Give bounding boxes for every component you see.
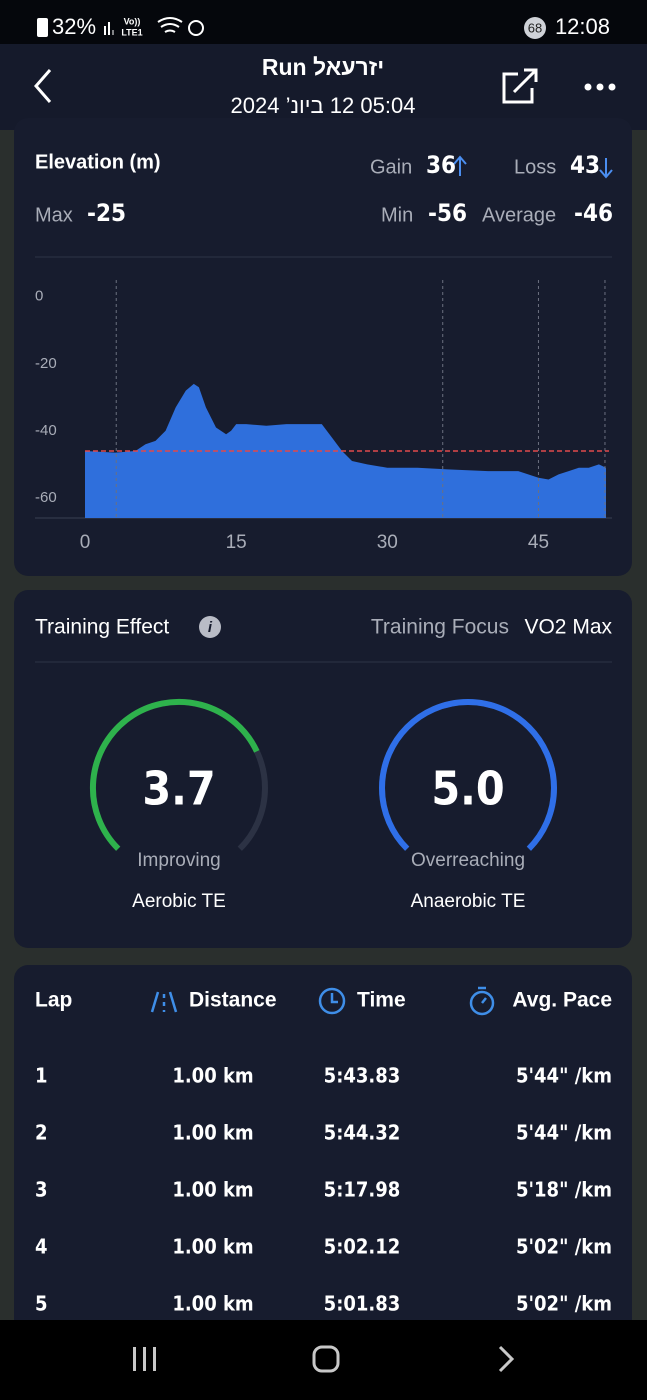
- gauge-name: Aerobic TE: [132, 891, 226, 912]
- table-cell: 5:17.98: [324, 1178, 401, 1202]
- gauge-status: Improving: [137, 850, 220, 871]
- x-tick-label: 30: [377, 532, 398, 553]
- nav-bar: [0, 1320, 647, 1400]
- gauge-status: Overreaching: [411, 850, 525, 871]
- y-tick-label: -60: [35, 489, 57, 506]
- back-nav-button[interactable]: [498, 1345, 515, 1373]
- table-cell: 5'44" /km: [516, 1064, 612, 1088]
- pace-icon: [469, 990, 495, 1016]
- time-icon-hands: [330, 993, 338, 1004]
- distance-icon: [150, 991, 178, 1013]
- min-label: Min: [381, 204, 413, 226]
- loss-arrow: [599, 158, 613, 179]
- table-header: Distance: [189, 989, 277, 1012]
- more-button[interactable]: [584, 83, 616, 91]
- x-tick-label: 45: [528, 532, 549, 553]
- table-cell: 5:44.32: [324, 1121, 401, 1145]
- notification-count: 68: [528, 20, 542, 35]
- table-header: Time: [357, 989, 406, 1012]
- average-label: Average: [482, 204, 556, 226]
- battery-level: 32%: [52, 14, 96, 39]
- table-cell: 5:02.12: [324, 1235, 401, 1259]
- table-cell: 5'02" /km: [516, 1292, 612, 1316]
- min-value: -56: [428, 199, 467, 227]
- gauge-value: 3.7: [142, 762, 215, 816]
- loss-value: 43: [570, 151, 600, 179]
- elevation-title: Elevation (m): [35, 151, 161, 173]
- table-cell: 1.00 km: [172, 1178, 253, 1202]
- table-cell: 2: [35, 1121, 48, 1145]
- table-cell: 5'02" /km: [516, 1235, 612, 1259]
- info-glyph: i: [208, 619, 213, 636]
- notification-badge: [524, 17, 546, 39]
- wifi-icon: [157, 17, 183, 33]
- table-cell: 5'18" /km: [516, 1178, 612, 1202]
- table-cell: 5:43.83: [324, 1064, 401, 1088]
- training-title: Training Effect: [35, 616, 169, 639]
- gauge-arc: [379, 699, 557, 851]
- status-bar: [0, 0, 647, 44]
- recents-button[interactable]: [133, 1347, 156, 1371]
- info-button[interactable]: [199, 616, 221, 638]
- y-tick-label: -20: [35, 355, 57, 372]
- back-button[interactable]: [34, 69, 52, 103]
- clock: 12:08: [555, 14, 610, 39]
- max-value: -25: [87, 199, 126, 227]
- average-value: -46: [574, 199, 613, 227]
- table-cell: 3: [35, 1178, 48, 1202]
- elevation-area: [85, 383, 606, 518]
- max-label: Max: [35, 204, 73, 226]
- home-button[interactable]: [312, 1345, 340, 1373]
- activity-datetime: 05:04 12 ביונ’ 2024: [231, 93, 416, 118]
- x-tick-label: 0: [80, 532, 91, 553]
- training-focus-value: VO2 Max: [524, 616, 612, 639]
- table-cell: 1.00 km: [172, 1235, 253, 1259]
- loss-label: Loss: [514, 156, 556, 178]
- network-label: Vo)): [124, 16, 141, 26]
- time-icon: [318, 987, 346, 1015]
- table-cell: 1: [35, 1064, 48, 1088]
- table-header: Avg. Pace: [512, 989, 612, 1012]
- table-cell: 5: [35, 1292, 48, 1316]
- table-cell: 5:01.83: [324, 1292, 401, 1316]
- signal-icon: [104, 22, 114, 35]
- y-tick-label: 0: [35, 288, 43, 305]
- gauge-name: Anaerobic TE: [411, 891, 526, 912]
- x-tick-label: 15: [226, 532, 247, 553]
- table-cell: 5'44" /km: [516, 1121, 612, 1145]
- alarm-icon: [188, 20, 204, 36]
- network-type: LTE1: [121, 27, 142, 37]
- pace-icon-hand: [478, 986, 487, 1004]
- table-cell: 1.00 km: [172, 1292, 253, 1316]
- activity-title: Run יזרעאל: [262, 54, 384, 80]
- gauge-arc: [89, 698, 260, 851]
- gain-value: 36: [426, 151, 456, 179]
- training-focus-label: Training Focus: [371, 616, 509, 639]
- table-header: Lap: [35, 989, 72, 1012]
- y-tick-label: -40: [35, 422, 57, 439]
- gain-arrow: [453, 155, 467, 176]
- battery-icon: [37, 18, 48, 37]
- table-cell: 4: [35, 1235, 48, 1259]
- gauge-value: 5.0: [431, 762, 504, 816]
- laps-card: [14, 965, 632, 1345]
- training-card: [14, 590, 632, 948]
- share-button[interactable]: [502, 68, 538, 104]
- header-bar: [0, 44, 647, 130]
- table-cell: 1.00 km: [172, 1064, 253, 1088]
- table-cell: 1.00 km: [172, 1121, 253, 1145]
- gain-label: Gain: [370, 156, 412, 178]
